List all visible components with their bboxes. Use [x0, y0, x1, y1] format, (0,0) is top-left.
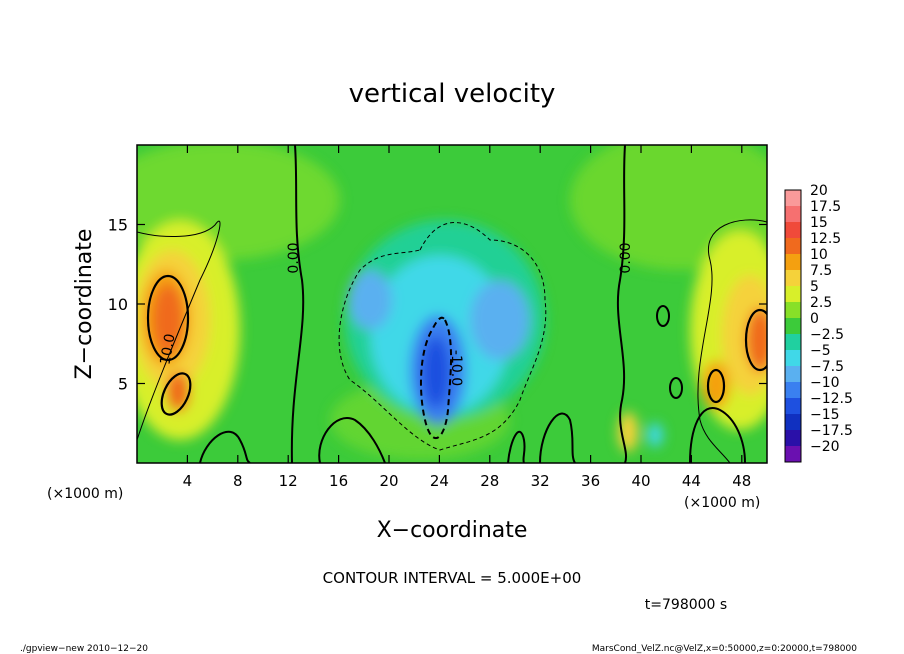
colorbar-label: −20	[810, 439, 840, 455]
contour-label: -10.0	[448, 350, 464, 386]
colorbar-swatch	[785, 302, 801, 319]
x-tick-label: 16	[329, 472, 348, 490]
thin-contour	[697, 219, 767, 463]
y-axis-label: Z−coordinate	[72, 229, 97, 380]
contour-label: 0.00	[618, 242, 634, 273]
field-region	[470, 280, 530, 360]
x-tick-label: 44	[682, 472, 701, 490]
colorbar-label: −17.5	[810, 423, 853, 439]
right-footer: MarsCond_VelZ.nc@VelZ,x=0:50000,z=0:2000…	[592, 644, 857, 654]
colorbar-label: −2.5	[810, 327, 844, 343]
colorbar-label: 7.5	[810, 263, 832, 279]
colorbar-swatch	[785, 238, 801, 255]
contour-interval-note: CONTOUR INTERVAL = 5.000E+00	[323, 569, 582, 587]
x-tick-label: 28	[480, 472, 499, 490]
colorbar-label: 10	[810, 247, 828, 263]
colorbar-swatch	[785, 190, 801, 207]
field-region	[137, 145, 340, 260]
zero-contour	[656, 305, 670, 327]
zero-contour	[669, 377, 683, 399]
field-region	[647, 423, 663, 447]
x-tick-label: 4	[183, 472, 193, 490]
heatmap-field: 0.00 0.00 10.0 -10.0	[137, 145, 767, 463]
chart-title: vertical velocity	[349, 79, 556, 109]
colorbar-label: −12.5	[810, 391, 853, 407]
colorbar-label: −10	[810, 375, 840, 391]
colorbar-swatch	[785, 206, 801, 223]
colorbar-swatch	[785, 382, 801, 399]
colorbar-label: 5	[810, 279, 819, 295]
colorbar-label: −15	[810, 407, 840, 423]
colorbar-swatch	[785, 334, 801, 351]
contour-label: 0.00	[286, 242, 302, 273]
ten-contour	[146, 274, 190, 362]
zero-contour	[199, 430, 251, 463]
colorbar-label: 12.5	[810, 231, 841, 247]
y-axis: 5 10 15	[108, 216, 767, 394]
colorbar-swatch	[785, 254, 801, 271]
colorbar-label: 0	[810, 311, 819, 327]
field-region	[166, 372, 190, 412]
colorbar-swatch	[785, 414, 801, 431]
field-region	[422, 336, 450, 408]
colorbar-frame	[784, 189, 802, 463]
x-tick-label: 20	[379, 472, 398, 490]
contour-label: 10.0	[157, 333, 178, 366]
colorbar-label: 15	[810, 215, 828, 231]
colorbar-label: 2.5	[810, 295, 832, 311]
colorbar-swatch	[785, 366, 801, 383]
colorbar-swatch	[785, 222, 801, 239]
zero-contour	[689, 407, 746, 463]
x-tick-label: 8	[233, 472, 243, 490]
colorbar-label: 20	[810, 183, 828, 199]
colorbar-swatch	[785, 270, 801, 287]
y-tick-label: 5	[118, 375, 128, 394]
contour-lines	[137, 145, 767, 463]
negative-ten-contour	[419, 316, 452, 440]
left-footer: ./gpview−new 2010−12−20	[20, 644, 148, 654]
colorbar-swatch	[785, 286, 801, 303]
y-tick-label: 15	[108, 216, 128, 235]
x-tick-label: 32	[531, 472, 550, 490]
colorbar-label: 17.5	[810, 199, 841, 215]
colorbar-label: −7.5	[810, 359, 844, 375]
colorbar-swatch	[785, 430, 801, 447]
colorbar-swatch	[785, 350, 801, 367]
field-region	[746, 308, 767, 372]
x-tick-label: 48	[732, 472, 751, 490]
colorbar-swatch	[785, 446, 801, 463]
ten-contour	[744, 308, 767, 372]
ten-contour	[160, 372, 192, 416]
colorbar: 2017.51512.5107.552.50−2.5−5−7.5−10−12.5…	[784, 183, 853, 463]
x-axis-label: X−coordinate	[377, 518, 528, 543]
x-tick-label: 40	[631, 472, 650, 490]
field-region	[348, 270, 392, 330]
x-axis-unit: (×1000 m)	[684, 495, 760, 511]
field-region	[570, 145, 767, 270]
y-axis-unit: (×1000 m)	[47, 486, 123, 502]
x-tick-label: 12	[279, 472, 298, 490]
zero-contour	[290, 145, 305, 463]
x-axis: 4 8 12 16 20 24 28 32 36 40 44 48	[183, 145, 751, 490]
zero-contour	[539, 412, 576, 463]
colorbar-swatch	[785, 398, 801, 415]
y-tick-label: 10	[108, 295, 128, 314]
x-tick-label: 36	[581, 472, 600, 490]
thin-contour	[137, 220, 221, 441]
zero-contour	[507, 430, 526, 463]
negative-contour	[338, 222, 547, 451]
zero-contour	[616, 145, 627, 463]
ten-contour	[706, 368, 726, 404]
zero-contour	[318, 417, 386, 463]
x-tick-label: 24	[430, 472, 449, 490]
time-note: t=798000 s	[645, 597, 727, 613]
colorbar-swatch	[785, 318, 801, 335]
colorbar-label: −5	[810, 343, 831, 359]
